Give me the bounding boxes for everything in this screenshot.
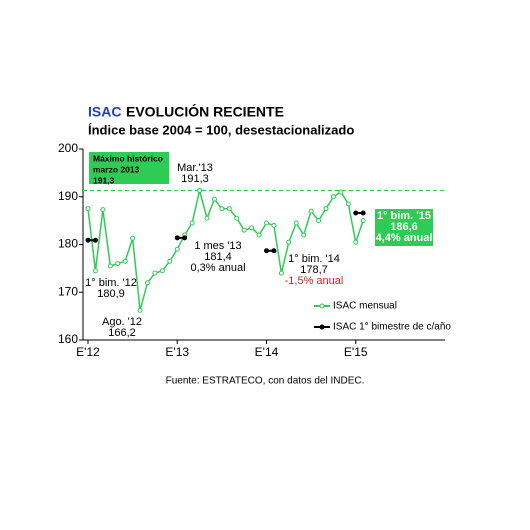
annotation: 1 mes '13 xyxy=(194,240,241,252)
point xyxy=(293,220,299,226)
point xyxy=(219,206,225,212)
annotation: Máximo histórico xyxy=(93,153,163,163)
annotation: 1° bim. '15 xyxy=(377,210,431,222)
x-tick-label: E'12 xyxy=(76,345,100,359)
annotation: 180,9 xyxy=(97,288,125,300)
y-tick-label: 190 xyxy=(58,189,78,203)
point xyxy=(308,208,314,214)
legend-label: ISAC mensual xyxy=(333,301,397,312)
point xyxy=(197,188,203,194)
point xyxy=(278,270,284,276)
point xyxy=(182,235,188,241)
point xyxy=(167,258,173,264)
subtitle: Índice base 2004 = 100, desestacionaliza… xyxy=(88,122,354,137)
point xyxy=(152,270,158,276)
annotation: 178,7 xyxy=(300,264,328,276)
point xyxy=(234,215,240,221)
point xyxy=(174,235,180,241)
title-prefix: ISAC xyxy=(88,104,121,120)
annotation-box xyxy=(89,152,169,184)
point xyxy=(211,196,217,202)
y-tick-label: 200 xyxy=(58,141,78,155)
point xyxy=(286,239,292,245)
point xyxy=(145,280,150,286)
annotation-box xyxy=(375,209,433,246)
annotation: 1° bim. '14 xyxy=(288,253,340,265)
chart-title: EVOLUCIÓN RECIENTE xyxy=(126,103,284,120)
point xyxy=(241,227,247,233)
point xyxy=(353,210,359,216)
point xyxy=(137,307,143,313)
annotation: 181,4 xyxy=(204,251,232,263)
point xyxy=(85,237,91,243)
point xyxy=(345,201,351,207)
point xyxy=(159,268,165,274)
y-tick-label: 170 xyxy=(58,284,78,298)
point xyxy=(264,248,269,254)
point xyxy=(271,248,277,254)
point xyxy=(316,218,322,224)
point xyxy=(330,194,336,200)
x-tick-label: E'14 xyxy=(255,345,279,359)
point xyxy=(189,220,195,226)
annotation: 191,3 xyxy=(93,175,115,185)
point xyxy=(107,263,113,269)
point xyxy=(130,235,136,241)
y-tick-label: 160 xyxy=(58,332,78,346)
point xyxy=(122,258,128,264)
point xyxy=(353,239,359,245)
point xyxy=(271,222,277,228)
annotation: Ago. '12 xyxy=(102,316,142,328)
point xyxy=(204,215,210,221)
source: Fuente: ESTRATECO, con datos del INDEC. xyxy=(166,376,365,387)
point xyxy=(249,225,255,231)
point xyxy=(360,210,366,216)
legend-marker xyxy=(319,303,325,309)
annotation: 0,3% anual xyxy=(190,262,245,274)
legend-label: ISAC 1° bimestre de c/año xyxy=(333,322,451,333)
annotation: 1° bim. '12 xyxy=(85,277,137,289)
point xyxy=(92,237,98,243)
annotation: -1,5% anual xyxy=(285,275,344,287)
annotation: Mar.'13 xyxy=(177,162,213,174)
point xyxy=(115,261,121,267)
point xyxy=(100,207,106,213)
x-tick-label: E'13 xyxy=(165,345,189,359)
annotation: marzo 2013 xyxy=(93,164,140,174)
point xyxy=(92,268,98,274)
series-line xyxy=(88,211,364,252)
point xyxy=(256,232,262,238)
point xyxy=(174,246,180,252)
point xyxy=(338,189,344,195)
point xyxy=(226,206,232,212)
y-tick-label: 180 xyxy=(58,237,78,251)
annotation: 4,4% anual xyxy=(376,232,433,244)
x-tick-label: E'15 xyxy=(344,345,368,359)
annotation: 191,3 xyxy=(181,173,209,185)
point xyxy=(360,218,366,224)
point xyxy=(264,220,269,226)
point xyxy=(85,206,91,212)
annotation: 166,2 xyxy=(108,327,136,339)
point xyxy=(323,206,329,212)
annotation: 186,6 xyxy=(390,221,418,233)
legend-marker xyxy=(319,324,325,330)
point xyxy=(301,232,307,238)
